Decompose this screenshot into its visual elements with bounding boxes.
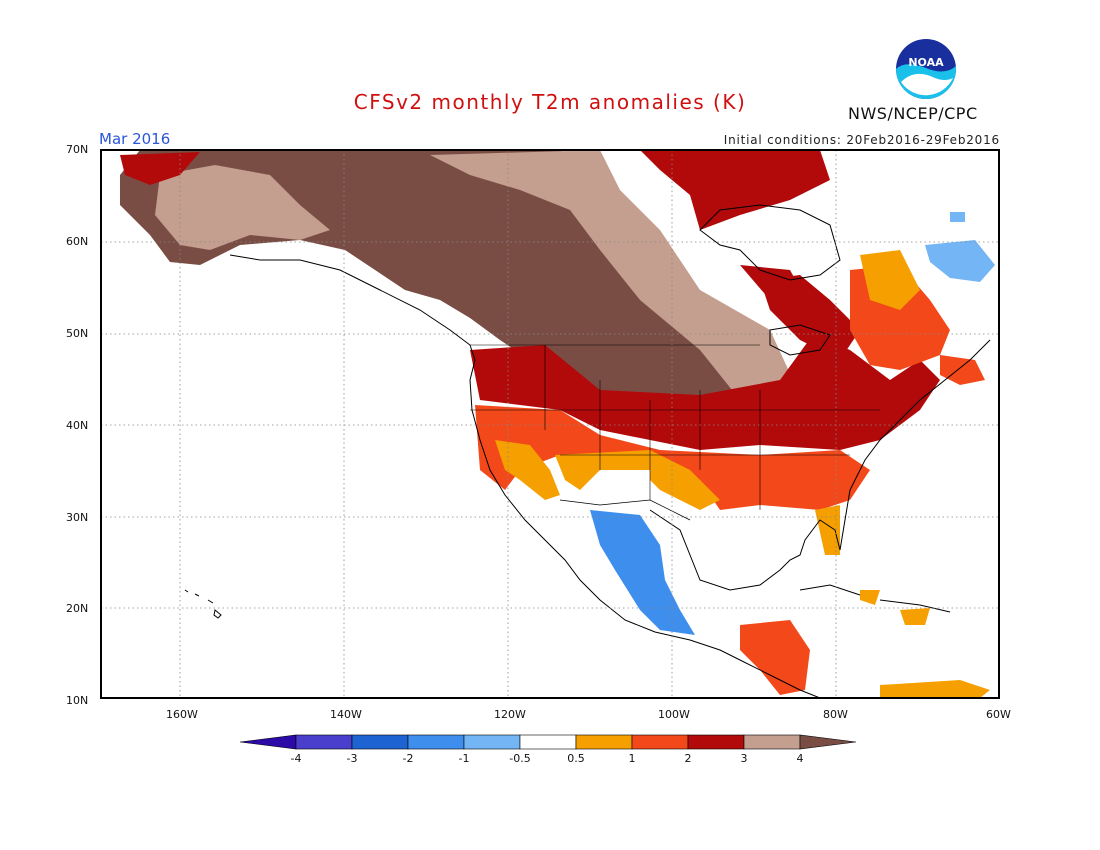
lon-label-140w: 140W (330, 708, 362, 721)
anomaly-region-minus-1-2k (590, 510, 695, 635)
lat-label-30n: 30N (66, 511, 89, 524)
map-frame (100, 149, 1000, 699)
mexico-border (559, 499, 691, 521)
legend-tick-label: -0.5 (509, 752, 530, 765)
graticule (101, 150, 999, 698)
initial-conditions: Initial conditions: 20Feb2016-29Feb2016 (723, 133, 1000, 147)
coastline-gulf (649, 509, 841, 591)
target-month: Mar 2016 (99, 130, 171, 148)
legend-tick-label: -2 (403, 752, 414, 765)
legend-swatch-9 (743, 734, 801, 750)
chart-title: CFSv2 monthly T2m anomalies (K) (353, 90, 747, 114)
coastline-west (229, 254, 821, 698)
legend-swatch-4 (463, 734, 521, 750)
legend-tick-label: 1 (629, 752, 636, 765)
legend-swatch-10 (799, 734, 857, 750)
legend-swatch-2 (351, 734, 409, 750)
legend-swatch-8 (687, 734, 745, 750)
lat-label-10n: 10N (66, 694, 89, 707)
legend-tick-label: -1 (459, 752, 470, 765)
lat-label-20n: 20N (66, 602, 89, 615)
lon-label-160w: 160W (166, 708, 198, 721)
legend-swatch-3 (407, 734, 465, 750)
lon-label-120w: 120W (494, 708, 526, 721)
legend-swatch-7 (631, 734, 689, 750)
agency-label: NWS/NCEP/CPC (848, 104, 978, 123)
coastline-east (839, 339, 991, 551)
hudson-bay (699, 204, 841, 281)
legend-tick-label: 3 (741, 752, 748, 765)
legend-tick-label: -3 (347, 752, 358, 765)
anomaly-region-minus-05-1k (925, 240, 995, 282)
noaa-logo-text: NOAA (908, 56, 944, 69)
anomaly-region-1-2k (475, 405, 870, 510)
lon-label-60w: 60W (986, 708, 1011, 721)
lat-label-40n: 40N (66, 419, 89, 432)
legend-tick-label: -4 (291, 752, 302, 765)
hawaii-islands (184, 589, 222, 619)
legend-swatch-6 (575, 734, 633, 750)
noaa-logo: NOAA (895, 38, 957, 100)
anomaly-region-3-4k (430, 150, 800, 400)
legend-swatch-5 (519, 734, 577, 750)
lat-label-50n: 50N (66, 327, 89, 340)
lat-label-60n: 60N (66, 235, 89, 248)
state-borders (470, 344, 880, 510)
caribbean-islands (799, 584, 951, 613)
lon-label-80w: 80W (823, 708, 848, 721)
legend-tick-label: 0.5 (567, 752, 585, 765)
lat-label-70n: 70N (66, 143, 89, 156)
legend-tick-label: 2 (685, 752, 692, 765)
legend-tick-label: 4 (797, 752, 804, 765)
legend-swatch-1 (295, 734, 353, 750)
lon-label-100w: 100W (658, 708, 690, 721)
anomaly-region-2-3k (470, 265, 940, 450)
anomaly-region-05-1k (495, 440, 560, 500)
legend-swatch-0 (239, 734, 297, 750)
great-lakes (769, 324, 831, 356)
